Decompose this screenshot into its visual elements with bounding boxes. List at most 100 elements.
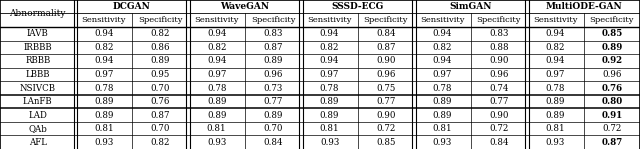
Text: 0.93: 0.93 [433, 138, 452, 147]
Text: 0.91: 0.91 [601, 111, 623, 120]
Text: 0.74: 0.74 [489, 84, 509, 93]
Text: 0.89: 0.89 [433, 111, 452, 120]
Text: 0.77: 0.77 [264, 97, 283, 106]
Text: 0.77: 0.77 [489, 97, 509, 106]
Text: 0.90: 0.90 [376, 56, 396, 65]
Text: 0.82: 0.82 [320, 43, 339, 52]
Text: 0.96: 0.96 [489, 70, 509, 79]
Text: 0.88: 0.88 [489, 43, 509, 52]
Text: 0.94: 0.94 [433, 29, 452, 38]
Text: 0.81: 0.81 [433, 124, 452, 133]
Text: 0.82: 0.82 [150, 29, 170, 38]
Text: 0.76: 0.76 [150, 97, 170, 106]
Text: 0.93: 0.93 [546, 138, 565, 147]
Text: 0.86: 0.86 [150, 43, 170, 52]
Text: 0.90: 0.90 [489, 111, 509, 120]
Text: RBBB: RBBB [25, 56, 51, 65]
Text: 0.90: 0.90 [376, 111, 396, 120]
Text: 0.89: 0.89 [320, 111, 339, 120]
Text: 0.70: 0.70 [150, 84, 170, 93]
Text: 0.70: 0.70 [263, 124, 283, 133]
Text: 0.83: 0.83 [489, 29, 509, 38]
Text: 0.94: 0.94 [207, 29, 227, 38]
Text: 0.93: 0.93 [207, 138, 227, 147]
Text: 0.78: 0.78 [320, 84, 339, 93]
Text: 0.87: 0.87 [601, 138, 623, 147]
Text: Specificity: Specificity [138, 16, 182, 24]
Text: 0.84: 0.84 [489, 138, 509, 147]
Text: LBBB: LBBB [26, 70, 50, 79]
Text: 0.78: 0.78 [545, 84, 565, 93]
Text: 0.94: 0.94 [94, 29, 113, 38]
Text: 0.89: 0.89 [433, 97, 452, 106]
Text: 0.87: 0.87 [376, 43, 396, 52]
Text: Sensitivity: Sensitivity [81, 16, 126, 24]
Text: 0.76: 0.76 [601, 84, 622, 93]
Text: 0.93: 0.93 [320, 138, 339, 147]
Text: QAb: QAb [28, 124, 47, 133]
Text: Sensitivity: Sensitivity [195, 16, 239, 24]
Text: 0.97: 0.97 [207, 70, 227, 79]
Text: 0.81: 0.81 [207, 124, 227, 133]
Text: 0.72: 0.72 [489, 124, 509, 133]
Text: 0.70: 0.70 [150, 124, 170, 133]
Text: 0.97: 0.97 [433, 70, 452, 79]
Text: 0.77: 0.77 [376, 97, 396, 106]
Text: 0.87: 0.87 [263, 43, 283, 52]
Text: IAVB: IAVB [27, 29, 49, 38]
Text: 0.89: 0.89 [263, 56, 283, 65]
Text: 0.97: 0.97 [546, 70, 565, 79]
Text: 0.93: 0.93 [94, 138, 113, 147]
Text: 0.75: 0.75 [376, 84, 396, 93]
Text: MultiODE-GAN: MultiODE-GAN [545, 2, 622, 11]
Text: 0.82: 0.82 [150, 138, 170, 147]
Text: 0.82: 0.82 [94, 43, 113, 52]
Text: 0.89: 0.89 [545, 97, 565, 106]
Text: 0.81: 0.81 [320, 124, 339, 133]
Text: 0.97: 0.97 [320, 70, 339, 79]
Text: Sensitivity: Sensitivity [420, 16, 465, 24]
Text: 0.94: 0.94 [320, 29, 339, 38]
Text: 0.96: 0.96 [376, 70, 396, 79]
Text: Abnormality: Abnormality [10, 9, 66, 18]
Text: 0.89: 0.89 [94, 97, 113, 106]
Text: 0.87: 0.87 [150, 111, 170, 120]
Text: LAD: LAD [28, 111, 47, 120]
Text: 0.84: 0.84 [263, 138, 283, 147]
Text: 0.94: 0.94 [320, 56, 339, 65]
Text: 0.94: 0.94 [546, 56, 565, 65]
Text: 0.81: 0.81 [94, 124, 113, 133]
Text: 0.90: 0.90 [489, 56, 509, 65]
Text: 0.89: 0.89 [320, 97, 339, 106]
Text: 0.89: 0.89 [545, 111, 565, 120]
Text: Specificity: Specificity [589, 16, 634, 24]
Text: 0.89: 0.89 [207, 97, 227, 106]
Text: 0.78: 0.78 [207, 84, 227, 93]
Text: 0.89: 0.89 [601, 43, 623, 52]
Text: SimGAN: SimGAN [449, 2, 492, 11]
Text: 0.97: 0.97 [94, 70, 113, 79]
Text: 0.81: 0.81 [545, 124, 565, 133]
Text: 0.84: 0.84 [376, 29, 396, 38]
Text: 0.85: 0.85 [601, 29, 623, 38]
Text: 0.83: 0.83 [264, 29, 283, 38]
Text: 0.80: 0.80 [601, 97, 623, 106]
Text: 0.96: 0.96 [602, 70, 621, 79]
Text: Specificity: Specificity [251, 16, 295, 24]
Text: 0.73: 0.73 [264, 84, 283, 93]
Text: 0.94: 0.94 [207, 56, 227, 65]
Text: 0.89: 0.89 [94, 111, 113, 120]
Text: Sensitivity: Sensitivity [533, 16, 577, 24]
Text: Specificity: Specificity [364, 16, 408, 24]
Text: IRBBB: IRBBB [24, 43, 52, 52]
Text: NSIVCB: NSIVCB [20, 84, 56, 93]
Text: SSSD-ECG: SSSD-ECG [332, 2, 384, 11]
Text: Specificity: Specificity [477, 16, 521, 24]
Text: 0.89: 0.89 [207, 111, 227, 120]
Text: 0.96: 0.96 [264, 70, 283, 79]
Text: 0.85: 0.85 [376, 138, 396, 147]
Text: WaveGAN: WaveGAN [220, 2, 269, 11]
Text: DCGAN: DCGAN [113, 2, 151, 11]
Text: Sensitivity: Sensitivity [307, 16, 352, 24]
Text: 0.82: 0.82 [433, 43, 452, 52]
